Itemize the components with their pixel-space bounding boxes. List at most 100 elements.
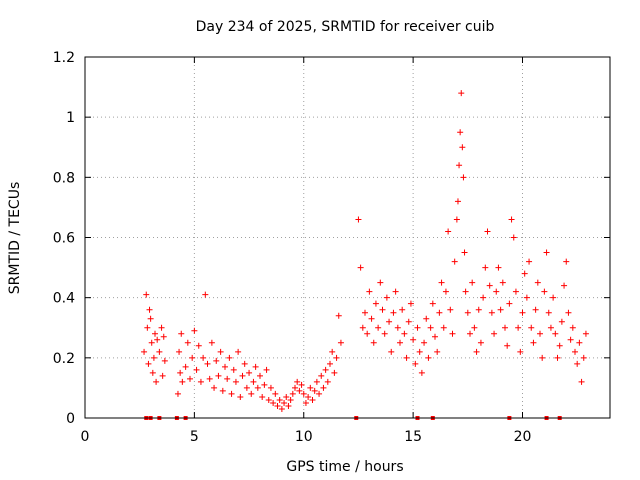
data-point xyxy=(205,361,211,367)
data-point xyxy=(151,355,157,361)
data-point xyxy=(209,340,215,346)
data-point xyxy=(207,376,213,382)
data-point xyxy=(454,216,460,222)
data-point xyxy=(159,325,165,331)
data-point xyxy=(235,349,241,355)
data-point xyxy=(229,391,235,397)
data-point xyxy=(417,349,423,355)
data-point xyxy=(189,355,195,361)
data-point xyxy=(581,355,587,361)
data-point xyxy=(561,283,567,289)
data-point xyxy=(565,310,571,316)
data-point xyxy=(187,376,193,382)
data-point xyxy=(185,340,191,346)
data-point xyxy=(467,331,473,337)
data-point xyxy=(458,90,464,96)
data-point xyxy=(194,367,200,373)
data-point xyxy=(401,331,407,337)
data-point xyxy=(555,355,561,361)
data-point xyxy=(399,307,405,313)
data-point xyxy=(386,319,392,325)
data-point xyxy=(474,349,480,355)
data-point xyxy=(576,340,582,346)
data-point xyxy=(480,295,486,301)
data-point xyxy=(563,259,569,265)
data-point xyxy=(246,370,252,376)
data-point xyxy=(441,325,447,331)
data-point xyxy=(144,325,150,331)
data-point xyxy=(153,379,159,385)
data-point xyxy=(579,379,585,385)
data-point xyxy=(526,259,532,265)
data-point xyxy=(393,289,399,295)
data-point xyxy=(487,283,493,289)
data-point xyxy=(559,319,565,325)
data-point xyxy=(457,129,463,135)
data-point xyxy=(443,289,449,295)
data-point xyxy=(504,343,510,349)
data-point xyxy=(369,316,375,322)
data-point xyxy=(281,400,287,406)
data-point xyxy=(148,316,154,322)
data-point xyxy=(568,337,574,343)
data-point xyxy=(362,310,368,316)
y-tick-label: 0 xyxy=(66,411,75,427)
x-tick-label: 0 xyxy=(81,429,90,445)
data-point xyxy=(305,394,311,400)
data-point xyxy=(336,313,342,319)
data-point xyxy=(500,280,506,286)
data-point xyxy=(240,373,246,379)
y-tick-label: 1.2 xyxy=(53,50,75,66)
data-point xyxy=(290,391,296,397)
data-point xyxy=(428,325,434,331)
data-point xyxy=(257,373,263,379)
data-point xyxy=(546,310,552,316)
data-point xyxy=(375,325,381,331)
data-point xyxy=(520,310,526,316)
y-tick-label: 0.4 xyxy=(53,291,75,307)
data-point xyxy=(502,325,508,331)
data-point xyxy=(285,403,291,409)
data-point xyxy=(272,391,278,397)
data-point xyxy=(242,361,248,367)
data-point xyxy=(509,216,515,222)
data-point xyxy=(200,355,206,361)
data-point xyxy=(156,349,162,355)
data-point xyxy=(358,265,364,271)
data-point xyxy=(301,391,307,397)
data-point xyxy=(421,340,427,346)
data-point xyxy=(371,340,377,346)
data-point xyxy=(388,349,394,355)
data-point xyxy=(537,331,543,337)
data-point xyxy=(160,373,166,379)
x-tick-label: 5 xyxy=(190,429,199,445)
data-point xyxy=(469,280,475,286)
x-axis-label: GPS time / hours xyxy=(286,459,403,475)
y-tick-label: 0.2 xyxy=(53,351,75,367)
data-point xyxy=(152,331,158,337)
data-point xyxy=(423,316,429,322)
data-point xyxy=(572,349,578,355)
data-point xyxy=(294,379,300,385)
data-point xyxy=(253,364,259,370)
data-point xyxy=(384,295,390,301)
data-point xyxy=(145,361,151,367)
data-point xyxy=(316,391,322,397)
data-point xyxy=(377,280,383,286)
tick-layer: 00.20.40.60.811.20 5 10 15 20 xyxy=(53,50,610,445)
data-point xyxy=(176,349,182,355)
chart-title: Day 234 of 2025, SRMTID for receiver cui… xyxy=(196,19,495,35)
x-tick-label: 10 xyxy=(295,429,313,445)
data-point xyxy=(213,358,219,364)
data-point xyxy=(220,388,226,394)
data-point xyxy=(366,289,372,295)
data-point xyxy=(380,307,386,313)
data-point xyxy=(489,310,495,316)
data-point xyxy=(355,216,361,222)
plot-frame xyxy=(85,57,610,418)
data-point xyxy=(198,379,204,385)
chart: Day 234 of 2025, SRMTID for receiver cui… xyxy=(0,0,640,480)
data-point xyxy=(439,280,445,286)
data-point xyxy=(237,394,243,400)
data-point xyxy=(275,403,281,409)
